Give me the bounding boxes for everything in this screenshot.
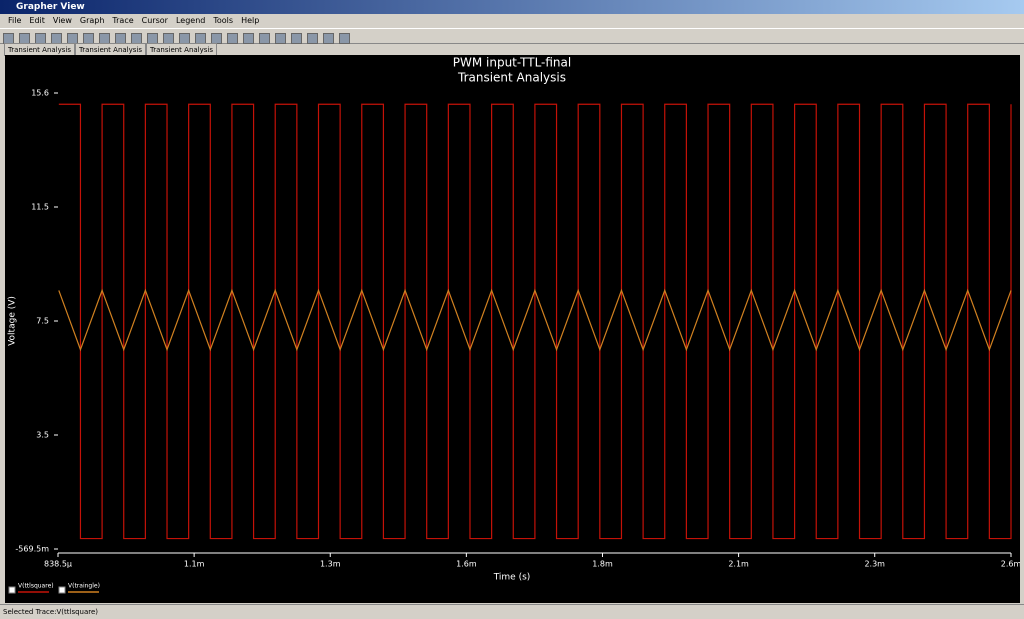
tab[interactable]: Transient Analysis	[146, 43, 217, 56]
tool-button[interactable]	[243, 33, 254, 44]
status-bar: Selected Trace:V(ttlsquare)	[0, 604, 1024, 619]
series-line	[58, 288, 1012, 352]
tool-button[interactable]	[291, 33, 302, 44]
menu-item[interactable]: Help	[241, 16, 260, 25]
menu-bar: File Edit View Graph Trace Cursor Legend Tools H…	[0, 14, 1024, 28]
menu-item[interactable]: Legend	[175, 16, 206, 25]
menu-item[interactable]: Cursor	[141, 16, 168, 25]
tool-button[interactable]	[275, 33, 286, 44]
menu-item[interactable]: File	[8, 16, 22, 25]
chart-background	[5, 55, 1020, 603]
legend-label: V(traingle)	[68, 583, 100, 590]
x-tick-label: 1.6m	[456, 560, 477, 569]
legend-checkbox[interactable]	[58, 586, 66, 594]
x-tick-label: 2.1m	[728, 560, 749, 569]
toolbar	[0, 28, 1024, 44]
x-tick-label: 1.1m	[184, 560, 205, 569]
x-axis-label: Time (s)	[493, 573, 531, 583]
series-line	[58, 103, 1012, 540]
menu-item[interactable]: Trace	[112, 16, 134, 25]
menu-item[interactable]: View	[52, 16, 72, 25]
window-title: Grapher View	[16, 2, 85, 12]
y-tick-label: 15.6	[31, 89, 49, 98]
title-bar: Grapher View	[0, 0, 1024, 14]
legend-checkbox[interactable]	[8, 586, 16, 594]
tool-button[interactable]	[259, 33, 270, 44]
legend-label: V(ttlsquare)	[18, 583, 54, 590]
x-tick-label: 2.3m	[864, 560, 885, 569]
x-tick-label: 1.8m	[592, 560, 613, 569]
x-tick-label: 1.3m	[320, 560, 341, 569]
y-tick-label: 7.5	[36, 317, 49, 326]
tool-button[interactable]	[323, 33, 334, 44]
chart: PWM input-TTL-final Transient Analysis T…	[5, 55, 1020, 603]
y-tick-label: 11.5	[31, 202, 49, 211]
tab[interactable]: Transient Analysis	[75, 43, 146, 56]
tool-button[interactable]	[339, 33, 350, 44]
tab[interactable]: Transient Analysis	[4, 43, 75, 56]
x-tick-label: 838.5µ	[44, 560, 72, 569]
menu-item[interactable]: Edit	[29, 16, 45, 25]
y-axis-label: Voltage (V)	[8, 296, 18, 346]
chart-title: PWM input-TTL-final	[453, 56, 571, 70]
menu-item[interactable]: Tools	[213, 16, 234, 25]
x-tick-label: 2.6m	[1001, 560, 1020, 569]
tab-strip: Transient Analysis Transient Analysis Tran…	[4, 43, 217, 56]
tool-button[interactable]	[307, 33, 318, 44]
chart-subtitle: Transient Analysis	[457, 71, 566, 85]
y-tick-label: -569.5m	[15, 545, 49, 554]
tool-button[interactable]	[227, 33, 238, 44]
y-tick-label: 3.5	[36, 430, 49, 439]
menu-item[interactable]: Graph	[79, 16, 105, 25]
